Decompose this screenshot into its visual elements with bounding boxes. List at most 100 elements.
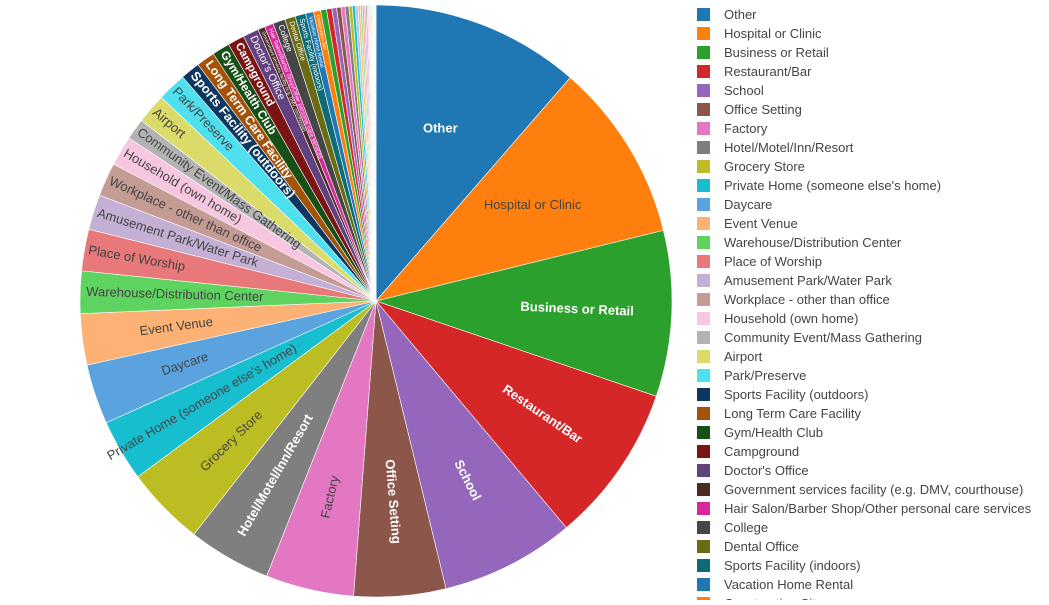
legend-label: Private Home (someone else's home): [724, 178, 941, 193]
legend-item-community-event-mass-gathering[interactable]: Community Event/Mass Gathering: [697, 330, 922, 345]
legend-label: Airport: [724, 349, 763, 364]
legend-swatch: [697, 540, 710, 553]
legend-label: Place of Worship: [724, 254, 822, 269]
legend-swatch: [697, 369, 710, 382]
legend-label: Government services facility (e.g. DMV, …: [724, 482, 1023, 497]
legend-item-sports-facility-indoors[interactable]: Sports Facility (indoors): [697, 558, 861, 573]
legend-swatch: [697, 464, 710, 477]
legend-label: Long Term Care Facility: [724, 406, 862, 421]
legend-label: Doctor's Office: [724, 463, 809, 478]
legend-label: Sports Facility (indoors): [724, 558, 861, 573]
legend-item-workplace-other-than-office[interactable]: Workplace - other than office: [697, 292, 890, 307]
legend-item-office-setting[interactable]: Office Setting: [697, 102, 802, 117]
legend-swatch: [697, 445, 710, 458]
legend-swatch: [697, 84, 710, 97]
legend-label: Factory: [724, 121, 768, 136]
legend-label: Hotel/Motel/Inn/Resort: [724, 140, 854, 155]
legend-item-park-preserve[interactable]: Park/Preserve: [697, 368, 806, 383]
legend-item-hospital-or-clinic[interactable]: Hospital or Clinic: [697, 26, 822, 41]
legend-item-household-own-home[interactable]: Household (own home): [697, 311, 858, 326]
legend-item-factory[interactable]: Factory: [697, 121, 768, 136]
legend-item-gym-health-club[interactable]: Gym/Health Club: [697, 425, 823, 440]
legend-item-hair-salon-barber-shop-other-personal-care-services[interactable]: Hair Salon/Barber Shop/Other personal ca…: [697, 501, 1032, 516]
legend-label: Hospital or Clinic: [724, 26, 822, 41]
legend-item-business-or-retail[interactable]: Business or Retail: [697, 45, 829, 60]
legend-swatch: [697, 331, 710, 344]
legend-swatch: [697, 141, 710, 154]
legend-item-doctor-s-office[interactable]: Doctor's Office: [697, 463, 809, 478]
legend-swatch: [697, 179, 710, 192]
legend-item-school[interactable]: School: [697, 83, 764, 98]
legend-swatch: [697, 255, 710, 268]
legend-label: Event Venue: [724, 216, 798, 231]
legend-label: Community Event/Mass Gathering: [724, 330, 922, 345]
legend-swatch: [697, 198, 710, 211]
legend-item-long-term-care-facility[interactable]: Long Term Care Facility: [697, 406, 862, 421]
legend-label: Other: [724, 7, 757, 22]
legend-swatch: [697, 236, 710, 249]
legend-label: Business or Retail: [724, 45, 829, 60]
legend-swatch: [697, 8, 710, 21]
legend-item-sports-facility-outdoors[interactable]: Sports Facility (outdoors): [697, 387, 869, 402]
legend-item-dental-office[interactable]: Dental Office: [697, 539, 799, 554]
legend-label: Workplace - other than office: [724, 292, 890, 307]
legend-swatch: [697, 65, 710, 78]
legend-swatch: [697, 521, 710, 534]
legend-swatch: [697, 483, 710, 496]
legend-label: Construction Site: [724, 596, 823, 600]
legend-item-amusement-park-water-park[interactable]: Amusement Park/Water Park: [697, 273, 892, 288]
legend-label: Sports Facility (outdoors): [724, 387, 869, 402]
legend-label: Grocery Store: [724, 159, 805, 174]
legend-item-campground[interactable]: Campground: [697, 444, 799, 459]
legend-swatch: [697, 217, 710, 230]
legend-item-construction-site[interactable]: Construction Site: [697, 596, 823, 600]
legend-swatch: [697, 293, 710, 306]
legend-swatch: [697, 426, 710, 439]
legend-swatch: [697, 103, 710, 116]
legend-item-airport[interactable]: Airport: [697, 349, 763, 364]
legend-label: Hair Salon/Barber Shop/Other personal ca…: [724, 501, 1032, 516]
legend-item-place-of-worship[interactable]: Place of Worship: [697, 254, 822, 269]
legend[interactable]: Other Hospital or Clinic Business or Retai…: [697, 7, 1032, 600]
legend-label: Household (own home): [724, 311, 858, 326]
legend-label: Dental Office: [724, 539, 799, 554]
legend-swatch: [697, 274, 710, 287]
legend-item-restaurant-bar[interactable]: Restaurant/Bar: [697, 64, 812, 79]
legend-label: Campground: [724, 444, 799, 459]
legend-label: Restaurant/Bar: [724, 64, 812, 79]
legend-swatch: [697, 46, 710, 59]
legend-swatch: [697, 27, 710, 40]
legend-swatch: [697, 407, 710, 420]
legend-item-hotel-motel-inn-resort[interactable]: Hotel/Motel/Inn/Resort: [697, 140, 854, 155]
legend-label: School: [724, 83, 764, 98]
legend-swatch: [697, 160, 710, 173]
legend-item-government-services-facility-e-g-dmv-courthouse[interactable]: Government services facility (e.g. DMV, …: [697, 482, 1023, 497]
legend-item-daycare[interactable]: Daycare: [697, 197, 772, 212]
legend-item-private-home-someone-else-s-home[interactable]: Private Home (someone else's home): [697, 178, 941, 193]
legend-swatch: [697, 312, 710, 325]
legend-item-warehouse-distribution-center[interactable]: Warehouse/Distribution Center: [697, 235, 902, 250]
legend-swatch: [697, 578, 710, 591]
legend-label: Office Setting: [724, 102, 802, 117]
legend-label: Warehouse/Distribution Center: [724, 235, 902, 250]
legend-label: College: [724, 520, 768, 535]
legend-item-event-venue[interactable]: Event Venue: [697, 216, 798, 231]
legend-swatch: [697, 122, 710, 135]
legend-label: Daycare: [724, 197, 772, 212]
legend-label: Gym/Health Club: [724, 425, 823, 440]
legend-swatch: [697, 502, 710, 515]
legend-swatch: [697, 388, 710, 401]
slice-label-hospital-or-clinic: Hospital or Clinic: [484, 197, 582, 212]
legend-item-vacation-home-rental[interactable]: Vacation Home Rental: [697, 577, 853, 592]
legend-item-college[interactable]: College: [697, 520, 768, 535]
legend-swatch: [697, 350, 710, 363]
legend-label: Amusement Park/Water Park: [724, 273, 892, 288]
legend-item-grocery-store[interactable]: Grocery Store: [697, 159, 805, 174]
slice-label-other: Other: [423, 121, 458, 136]
legend-swatch: [697, 559, 710, 572]
legend-label: Vacation Home Rental: [724, 577, 853, 592]
legend-label: Park/Preserve: [724, 368, 806, 383]
legend-item-other[interactable]: Other: [697, 7, 757, 22]
